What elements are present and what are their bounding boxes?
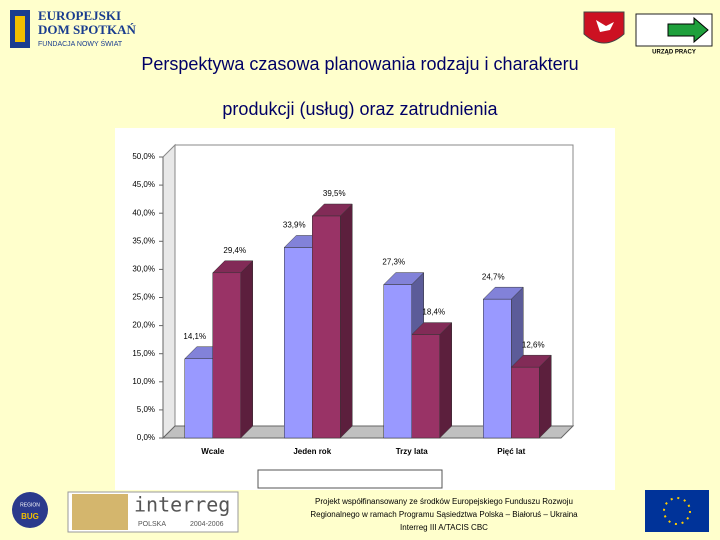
logo-mark bbox=[12, 492, 48, 528]
bar bbox=[284, 247, 313, 439]
value-label: 12,6% bbox=[522, 340, 545, 349]
x-tick-label: Pięć lat bbox=[497, 447, 525, 456]
value-label: 33,9% bbox=[283, 221, 306, 230]
x-tick-label: Trzy lata bbox=[396, 447, 429, 456]
logo-text: EUROPEJSKI bbox=[38, 8, 121, 23]
bar-side bbox=[539, 354, 552, 439]
value-label: 14,1% bbox=[183, 332, 206, 341]
bar bbox=[411, 334, 440, 439]
x-tick-label: Jeden rok bbox=[293, 447, 331, 456]
logo-text: REGION bbox=[20, 502, 40, 508]
eu-flag bbox=[645, 490, 709, 532]
logo-text: BUG bbox=[21, 512, 39, 521]
footer-text: Projekt współfinansowany ze środków Euro… bbox=[315, 497, 573, 506]
coat-of-arms bbox=[596, 20, 614, 32]
legend bbox=[257, 469, 443, 489]
y-tick-label: 45,0% bbox=[132, 180, 155, 189]
bar bbox=[184, 358, 213, 439]
bar-side bbox=[240, 260, 253, 439]
logo-mark bbox=[667, 16, 709, 44]
slide-title: produkcji (usług) oraz zatrudnienia bbox=[222, 99, 498, 119]
y-tick-label: 5,0% bbox=[137, 405, 155, 414]
x-tick-label: Wcale bbox=[201, 447, 225, 456]
logo-text: DOM SPOTKAŃ bbox=[38, 22, 136, 37]
footer-text: Interreg III A/TACIS CBC bbox=[400, 523, 488, 532]
slide-title: Perspektywa czasowa planowania rodzaju i… bbox=[141, 54, 578, 74]
bar bbox=[212, 272, 241, 439]
y-tick-label: 30,0% bbox=[132, 265, 155, 274]
eu-stars bbox=[663, 497, 691, 525]
bar bbox=[312, 215, 341, 439]
y-tick-label: 10,0% bbox=[132, 377, 155, 386]
bar bbox=[483, 298, 512, 439]
y-tick-label: 50,0% bbox=[132, 152, 155, 161]
logo-text: FUNDACJA NOWY ŚWIAT bbox=[38, 39, 123, 48]
bar bbox=[383, 284, 412, 439]
value-label: 27,3% bbox=[382, 258, 405, 267]
logo-text: URZĄD PRACY bbox=[652, 50, 696, 56]
y-tick-label: 40,0% bbox=[132, 208, 155, 217]
bar-side bbox=[340, 203, 353, 439]
bar bbox=[511, 366, 540, 439]
logo-text: interreg bbox=[134, 493, 230, 517]
value-label: 39,5% bbox=[323, 189, 346, 198]
y-tick-label: 20,0% bbox=[132, 321, 155, 330]
bar-side bbox=[439, 321, 452, 439]
logo-text: POLSKA bbox=[138, 521, 166, 528]
logo-text: 2004-2006 bbox=[190, 521, 224, 528]
logo-mark bbox=[15, 16, 25, 42]
value-label: 18,4% bbox=[422, 308, 445, 317]
side-wall bbox=[162, 143, 176, 440]
y-tick-label: 35,0% bbox=[132, 236, 155, 245]
y-tick-label: 15,0% bbox=[132, 349, 155, 358]
value-label: 29,4% bbox=[223, 246, 246, 255]
y-tick-label: 0,0% bbox=[137, 433, 155, 442]
value-label: 24,7% bbox=[482, 272, 505, 281]
y-tick-label: 25,0% bbox=[132, 293, 155, 302]
logo-mark bbox=[72, 494, 128, 530]
plot: 0,0% 5,0% 10,0% 15,0% 20,0% 25,0% 30,0% 35,0% 40… bbox=[132, 152, 552, 484]
footer-text: Regionalnego w ramach Programu Sąsiedztw… bbox=[310, 510, 578, 519]
